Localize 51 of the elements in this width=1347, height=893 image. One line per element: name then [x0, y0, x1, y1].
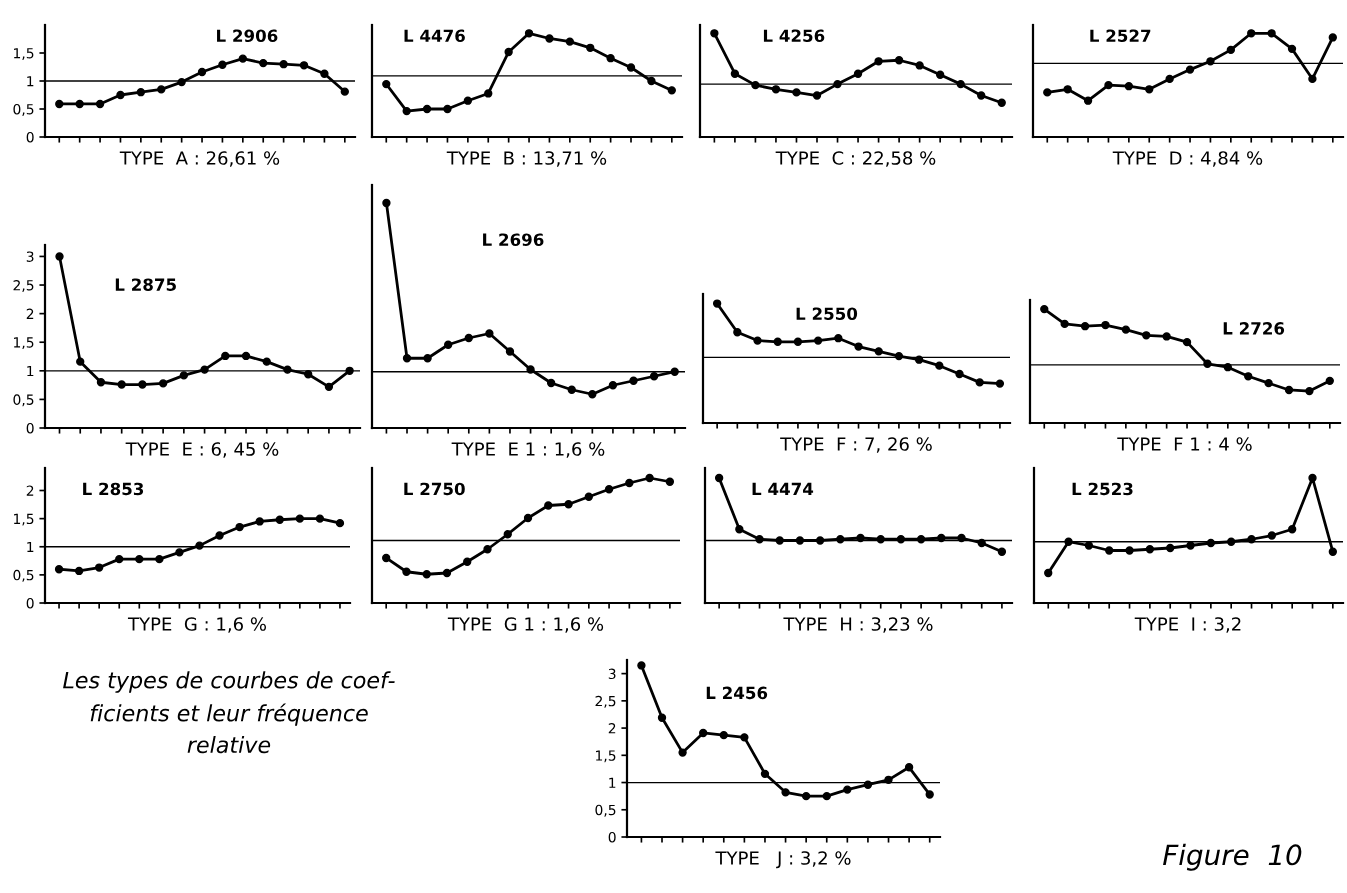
- x-axis-title: TYPE G : 1,6 %: [127, 617, 267, 633]
- x-axis-title: TYPE A : 26,61 %: [119, 151, 280, 167]
- x-axis-title: TYPE I : 3,2: [1134, 617, 1241, 633]
- x-axis-title: TYPE E : 6, 45 %: [125, 442, 279, 458]
- y-tick-label: 0,5: [13, 394, 34, 407]
- annotation: L 4474: [752, 482, 814, 495]
- y-tick-label: 1,5: [14, 513, 34, 526]
- y-tick-label: 2: [26, 308, 34, 319]
- annotation: L 4476: [404, 29, 465, 43]
- x-axis-title: TYPE D : 4,84 %: [1112, 151, 1263, 167]
- y-tick-label: 0,5: [13, 569, 34, 582]
- y-tick-label: 2: [26, 485, 34, 496]
- y-tick-label: 1: [609, 777, 616, 788]
- y-tick-label: 1,5: [14, 48, 34, 60]
- y-tick-label: 2,5: [13, 280, 34, 292]
- annotation: L 2456: [706, 686, 768, 700]
- y-tick-label: 2,5: [595, 695, 616, 708]
- y-tick-label: 1,5: [14, 337, 34, 350]
- annotation: L 2750: [404, 482, 465, 496]
- annotation: L 2550: [796, 307, 858, 321]
- text: Les types de courbes de coef- ficients et leur fréquence relative: [63, 671, 395, 754]
- annotation: L 2523: [1072, 482, 1133, 496]
- annotation: L 2875: [115, 278, 176, 291]
- annotation: L 2853: [83, 482, 144, 496]
- x-axis-title: TYPE E 1 : 1,6 %: [451, 442, 605, 458]
- y-tick-label: 0: [26, 422, 34, 434]
- annotation: L 4256: [763, 29, 825, 43]
- annotation: L 2906: [217, 29, 278, 43]
- x-axis-title: TYPE J : 3,2 %: [715, 851, 851, 869]
- y-tick-label: 1: [27, 76, 34, 87]
- x-axis-title: TYPE G 1 : 1,6 %: [447, 617, 604, 633]
- y-tick-label: 1: [27, 365, 34, 377]
- y-tick-label: 2: [608, 723, 616, 734]
- annotation: L 2527: [1090, 29, 1151, 43]
- y-tick-label: 0,5: [595, 804, 616, 817]
- y-tick-label: 3: [26, 251, 34, 262]
- y-tick-label: 0: [608, 831, 616, 843]
- y-tick-label: 0,5: [13, 103, 34, 116]
- y-tick-label: 3: [608, 668, 616, 680]
- caption: Figure 10: [1163, 843, 1302, 871]
- y-tick-label: 1: [27, 541, 34, 553]
- x-axis-title: TYPE F 1 : 4 %: [1117, 437, 1252, 451]
- x-axis-title: TYPE F : 7, 26 %: [780, 437, 932, 453]
- annotation: L 2696: [483, 233, 544, 246]
- annotation: L 2726: [1223, 322, 1285, 335]
- y-tick-label: 0: [26, 131, 34, 143]
- x-axis-title: TYPE H : 3,23 %: [783, 617, 933, 633]
- y-tick-label: 1,5: [596, 750, 616, 763]
- x-axis-title: TYPE C : 22,58 %: [775, 151, 936, 167]
- y-tick-label: 0: [26, 597, 34, 609]
- x-axis-title: TYPE B : 13,71 %: [446, 151, 607, 167]
